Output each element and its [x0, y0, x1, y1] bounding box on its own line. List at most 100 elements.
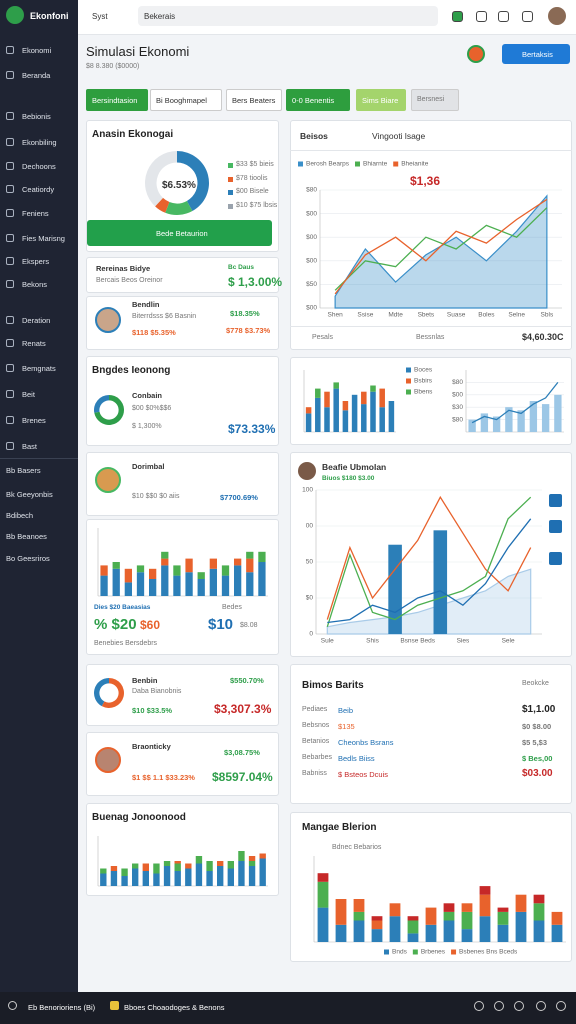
figure: $10 — [208, 616, 234, 633]
toolbar-icon[interactable] — [452, 11, 463, 22]
legend-label: Bhiarnte — [363, 161, 388, 168]
tab[interactable] — [150, 89, 222, 111]
bar — [112, 568, 120, 596]
toolbar-icon[interactable] — [498, 11, 509, 22]
nav-item[interactable]: Beranda — [22, 71, 51, 80]
nav-item[interactable]: Bemgnats — [22, 364, 56, 373]
y-tick-label: 0 — [309, 631, 313, 638]
nav-item[interactable]: Beit — [22, 390, 35, 399]
side-button[interactable] — [549, 520, 562, 533]
row-value: $03.00 — [522, 768, 553, 779]
action-button[interactable] — [87, 220, 272, 246]
tab[interactable] — [411, 89, 459, 111]
nav-item[interactable]: Ceatiordy — [22, 185, 55, 194]
bar — [315, 397, 321, 432]
bar — [515, 894, 527, 912]
bar — [388, 544, 402, 634]
side-button[interactable] — [549, 552, 562, 565]
bar — [185, 558, 193, 573]
card-title: Mangae Blerion — [302, 822, 377, 833]
bar — [468, 419, 476, 432]
x-tick-label: Sies — [457, 638, 470, 645]
value: $3,307.3% — [214, 702, 272, 716]
search-box[interactable] — [138, 6, 438, 26]
bar — [541, 404, 550, 432]
nav-group[interactable]: Bk Geeyonbis — [6, 490, 53, 499]
primary-button[interactable] — [502, 44, 570, 64]
bar — [480, 413, 489, 432]
nav-item[interactable]: Brenes — [22, 416, 46, 425]
nav-group[interactable]: Bb Basers — [6, 466, 41, 475]
legend-swatch — [393, 161, 399, 167]
y-tick-label: $00 — [306, 305, 317, 312]
bar — [407, 933, 419, 942]
tab[interactable] — [226, 89, 282, 111]
side-button[interactable] — [549, 494, 562, 507]
tab[interactable] — [86, 89, 148, 111]
bar — [246, 572, 254, 596]
bar — [217, 866, 224, 886]
card-title: Bimos Barits — [302, 680, 364, 691]
toolbar-icon[interactable] — [476, 11, 487, 22]
nav-group[interactable]: Bdibech — [6, 511, 34, 520]
x-tick-label: Selne — [508, 312, 525, 319]
tab[interactable]: Vingooti lsage — [372, 131, 426, 141]
nav-item[interactable]: Ekspers — [22, 257, 50, 266]
status-icon[interactable] — [474, 1001, 484, 1011]
nav-item[interactable]: Bebionis — [22, 112, 51, 121]
bar — [443, 903, 455, 912]
nav-item[interactable]: Deration — [22, 316, 51, 325]
bar — [100, 873, 107, 886]
nav-group[interactable]: Bo Geesriros — [6, 554, 50, 563]
nav-icon — [6, 416, 14, 424]
bar — [461, 903, 473, 912]
y-tick-label: $00 — [452, 392, 463, 399]
nav-group[interactable]: Bb Beanoes — [6, 532, 47, 541]
row-value: $1,1.00 — [522, 704, 556, 715]
bar — [197, 579, 205, 596]
toolbar-icon[interactable] — [522, 11, 533, 22]
x-tick-label: Suase — [447, 312, 466, 319]
value: $8597.04% — [212, 770, 273, 784]
row-detail: Bedls Biiss — [338, 754, 375, 763]
bar — [185, 572, 193, 596]
bar — [554, 394, 562, 432]
area — [326, 568, 532, 635]
bar — [497, 924, 509, 942]
y-tick-label: 00 — [306, 523, 314, 530]
status-icon[interactable] — [556, 1001, 566, 1011]
nav-item[interactable]: Renats — [22, 339, 46, 348]
nav-item[interactable]: Dechoons — [22, 162, 56, 171]
nav-icon — [6, 162, 14, 170]
nav-item[interactable]: Ekonbiling — [22, 138, 57, 147]
y-tick-label: $0 — [306, 595, 314, 602]
tab[interactable] — [356, 89, 406, 111]
brand-logo — [6, 6, 24, 24]
tab[interactable] — [286, 89, 350, 111]
bar — [389, 916, 401, 942]
nav-item[interactable]: Ekonomi — [22, 46, 52, 55]
bar — [317, 907, 329, 942]
legend-label: Bheianite — [401, 161, 428, 168]
nav-item[interactable]: Feniens — [22, 209, 49, 218]
nav-item[interactable]: Bekons — [22, 280, 48, 289]
status-icon[interactable] — [514, 1001, 524, 1011]
legend-label: $33 $5 bieis — [236, 161, 274, 168]
status-icon[interactable] — [536, 1001, 546, 1011]
user-avatar[interactable] — [548, 7, 566, 25]
x-tick-label: Sbets — [418, 312, 435, 319]
card-subtitle: Bercais Beos Oreinor — [96, 277, 163, 284]
tab[interactable]: Beisos — [300, 131, 328, 141]
chart — [97, 528, 268, 597]
bar — [234, 558, 242, 566]
line — [334, 207, 548, 291]
chart — [145, 151, 209, 215]
nav-icon — [6, 280, 14, 288]
status-icon[interactable] — [494, 1001, 504, 1011]
nav-icon — [6, 316, 14, 324]
bar — [149, 568, 157, 579]
nav-item[interactable]: Fies Marisng — [22, 234, 65, 243]
nav-item[interactable]: Bast — [22, 442, 38, 451]
x-tick-label: Bsnse Beds — [400, 638, 435, 645]
